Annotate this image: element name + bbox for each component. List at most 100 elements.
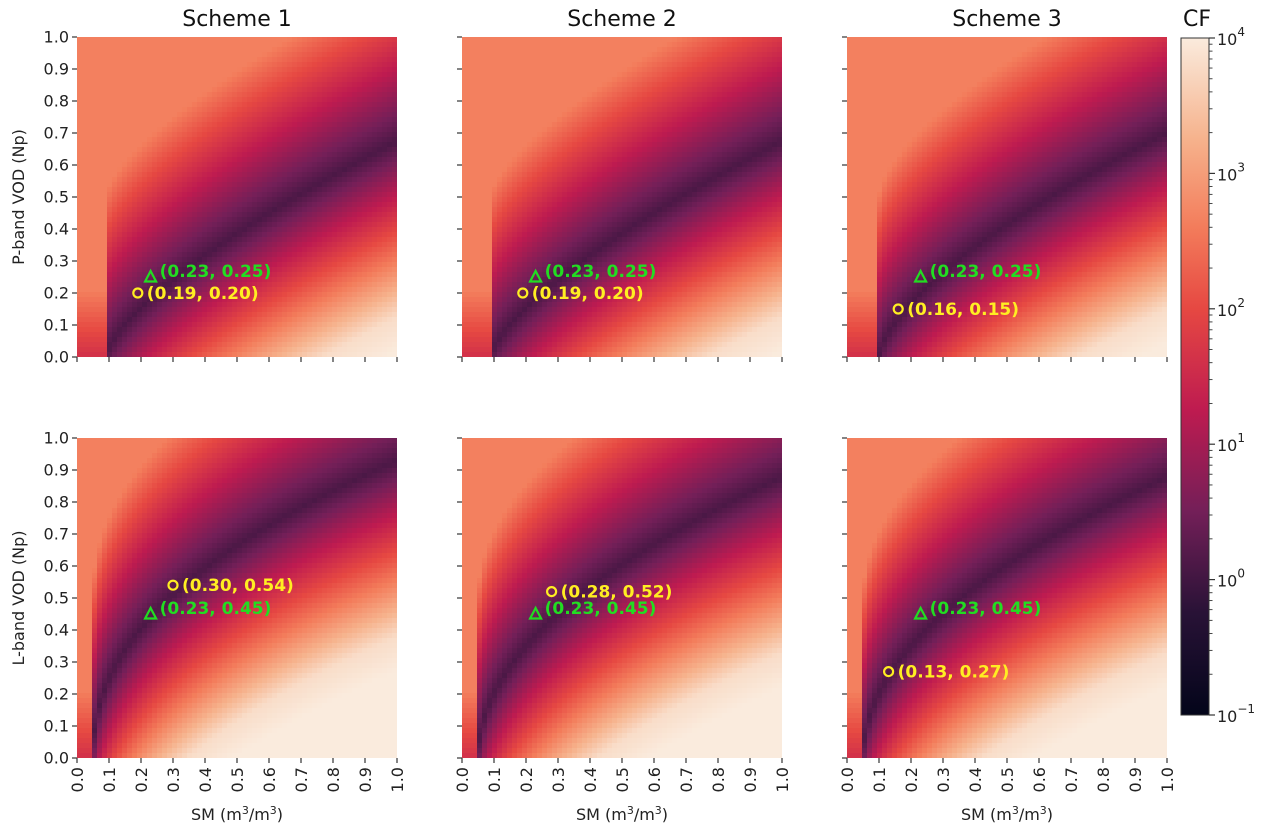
- estimate-circle-marker: [132, 287, 144, 299]
- reference-label: (0.23, 0.25): [160, 262, 272, 282]
- panel-r0-c2: (0.23, 0.25) (0.16, 0.15): [842, 36, 1168, 362]
- reference-label: (0.23, 0.25): [930, 262, 1042, 282]
- x-tick-label: 0.0: [453, 767, 472, 792]
- y-tick-label: 0.2: [44, 685, 69, 704]
- x-axis-label: SM (m3/m3): [191, 804, 283, 824]
- x-tick-label: 0.9: [1126, 767, 1145, 792]
- y-tick-label: 0.3: [44, 653, 69, 672]
- x-tick-label: 0.6: [1030, 767, 1049, 792]
- y-tick-label: 0.4: [44, 621, 69, 640]
- x-tick-label: 0.8: [324, 767, 343, 792]
- x-tick-label: 0.8: [1094, 767, 1113, 792]
- estimate-label: (0.13, 0.27): [898, 663, 1010, 683]
- x-axis-label: SM (m3/m3): [576, 804, 668, 824]
- reference-label: (0.23, 0.45): [930, 599, 1042, 619]
- colorbar-tick-label: 102: [1217, 296, 1245, 320]
- estimate-circle-marker: [892, 303, 904, 315]
- y-tick-label: 0.1: [44, 316, 69, 335]
- reference-triangle-marker: [913, 605, 928, 620]
- y-tick-label: 0.0: [44, 348, 69, 367]
- x-tick-label: 0.2: [132, 767, 151, 792]
- x-tick-label: 0.1: [870, 767, 889, 792]
- reference-label: (0.23, 0.25): [545, 262, 657, 282]
- heatmap-field: [462, 438, 782, 758]
- x-tick-label: 0.0: [68, 767, 87, 792]
- estimate-label: (0.19, 0.20): [532, 284, 644, 304]
- estimate-circle-marker: [167, 579, 179, 591]
- colorbar-tick-label: 10−1: [1217, 702, 1255, 726]
- x-tick-label: 0.6: [645, 767, 664, 792]
- x-tick-label: 0.5: [613, 767, 632, 792]
- x-tick-label: 0.2: [517, 767, 536, 792]
- x-tick-label: 0.5: [228, 767, 247, 792]
- x-tick-label: 0.3: [164, 767, 183, 792]
- panel-r0-c0: 0.0 0.1 0.2 0.3 0.4 0.5 0.6 0.7 0.8 0.9 1.0 (0.23, …: [44, 28, 398, 367]
- colorbar-tick-label: 100: [1217, 567, 1245, 591]
- reference-triangle-marker: [528, 605, 543, 620]
- y-tick-label: 0.5: [44, 589, 69, 608]
- x-tick-label: 0.0: [838, 767, 857, 792]
- y-axis-label: P-band VOD (Np): [9, 129, 28, 265]
- x-tick-label: 1.0: [773, 767, 792, 792]
- y-tick-label: 0.5: [44, 188, 69, 207]
- column-title: Scheme 1: [182, 7, 292, 32]
- y-tick-label: 0.6: [44, 156, 69, 175]
- reference-label: (0.23, 0.45): [160, 599, 272, 619]
- y-tick-label: 0.2: [44, 284, 69, 303]
- x-tick-label: 1.0: [1158, 767, 1177, 792]
- panels: 0.0 0.1 0.2 0.3 0.4 0.5 0.6 0.7 0.8 0.9 1.0 (0.23, …: [9, 7, 1177, 824]
- panel-r1-c1: 0.0 0.1 0.2 0.3 0.4 0.5 0.6 0.7 0.8 0.9 1.0 (0.23, …: [453, 437, 792, 792]
- colorbar-label: CF: [1183, 7, 1211, 32]
- reference-triangle-marker: [143, 605, 158, 620]
- panel-r0-c1: (0.23, 0.25)(0.19, 0.20): [457, 36, 783, 362]
- reference-triangle-marker: [143, 268, 158, 283]
- x-tick-label: 0.3: [934, 767, 953, 792]
- x-tick-label: 0.9: [741, 767, 760, 792]
- heatmap-field: [77, 37, 397, 357]
- x-tick-label: 0.7: [1062, 767, 1081, 792]
- y-tick-label: 0.7: [44, 525, 69, 544]
- x-tick-label: 0.8: [709, 767, 728, 792]
- estimate-circle-marker: [517, 287, 529, 299]
- colorbar-tick-label: 101: [1217, 431, 1245, 455]
- y-tick-label: 0.1: [44, 717, 69, 736]
- estimate-label: (0.30, 0.54): [182, 576, 294, 596]
- x-tick-label: 0.4: [581, 767, 600, 792]
- estimate-label: (0.16, 0.15): [907, 300, 1019, 320]
- x-tick-label: 0.7: [677, 767, 696, 792]
- x-tick-label: 0.1: [100, 767, 119, 792]
- x-tick-label: 0.3: [549, 767, 568, 792]
- x-tick-label: 0.4: [966, 767, 985, 792]
- reference-triangle-marker: [528, 268, 543, 283]
- x-tick-label: 0.9: [356, 767, 375, 792]
- y-tick-label: 0.9: [44, 461, 69, 480]
- x-tick-label: 0.7: [292, 767, 311, 792]
- column-title: Scheme 2: [567, 7, 677, 32]
- x-tick-label: 0.5: [998, 767, 1017, 792]
- heatmap-field: [847, 37, 1167, 357]
- y-tick-label: 0.0: [44, 749, 69, 768]
- estimate-label: (0.19, 0.20): [147, 284, 259, 304]
- y-tick-label: 0.6: [44, 557, 69, 576]
- y-tick-label: 0.4: [44, 220, 69, 239]
- y-tick-label: 0.9: [44, 60, 69, 79]
- estimate-circle-marker: [882, 665, 895, 678]
- panel-r1-c0: 0.0 0.1 0.2 0.3 0.4 0.5 0.6 0.7 0.8 0.9 1.0 0.0 0.1 0…: [44, 429, 407, 793]
- heatmap-field: [77, 438, 397, 758]
- heatmap-field: [462, 37, 782, 357]
- x-tick-label: 0.2: [902, 767, 921, 792]
- reference-label: (0.23, 0.45): [545, 599, 657, 619]
- x-tick-label: 0.4: [196, 767, 215, 792]
- colorbar-tick-label: 104: [1217, 25, 1245, 49]
- y-tick-label: 0.8: [44, 92, 69, 111]
- colorbar-tick-label: 103: [1217, 160, 1245, 184]
- y-axis-label: L-band VOD (Np): [9, 530, 28, 665]
- column-title: Scheme 3: [952, 7, 1062, 32]
- x-tick-label: 1.0: [388, 767, 407, 792]
- y-tick-label: 0.7: [44, 124, 69, 143]
- reference-triangle-marker: [913, 268, 928, 283]
- estimate-label: (0.28, 0.52): [561, 583, 673, 603]
- x-axis-label: SM (m3/m3): [961, 804, 1053, 824]
